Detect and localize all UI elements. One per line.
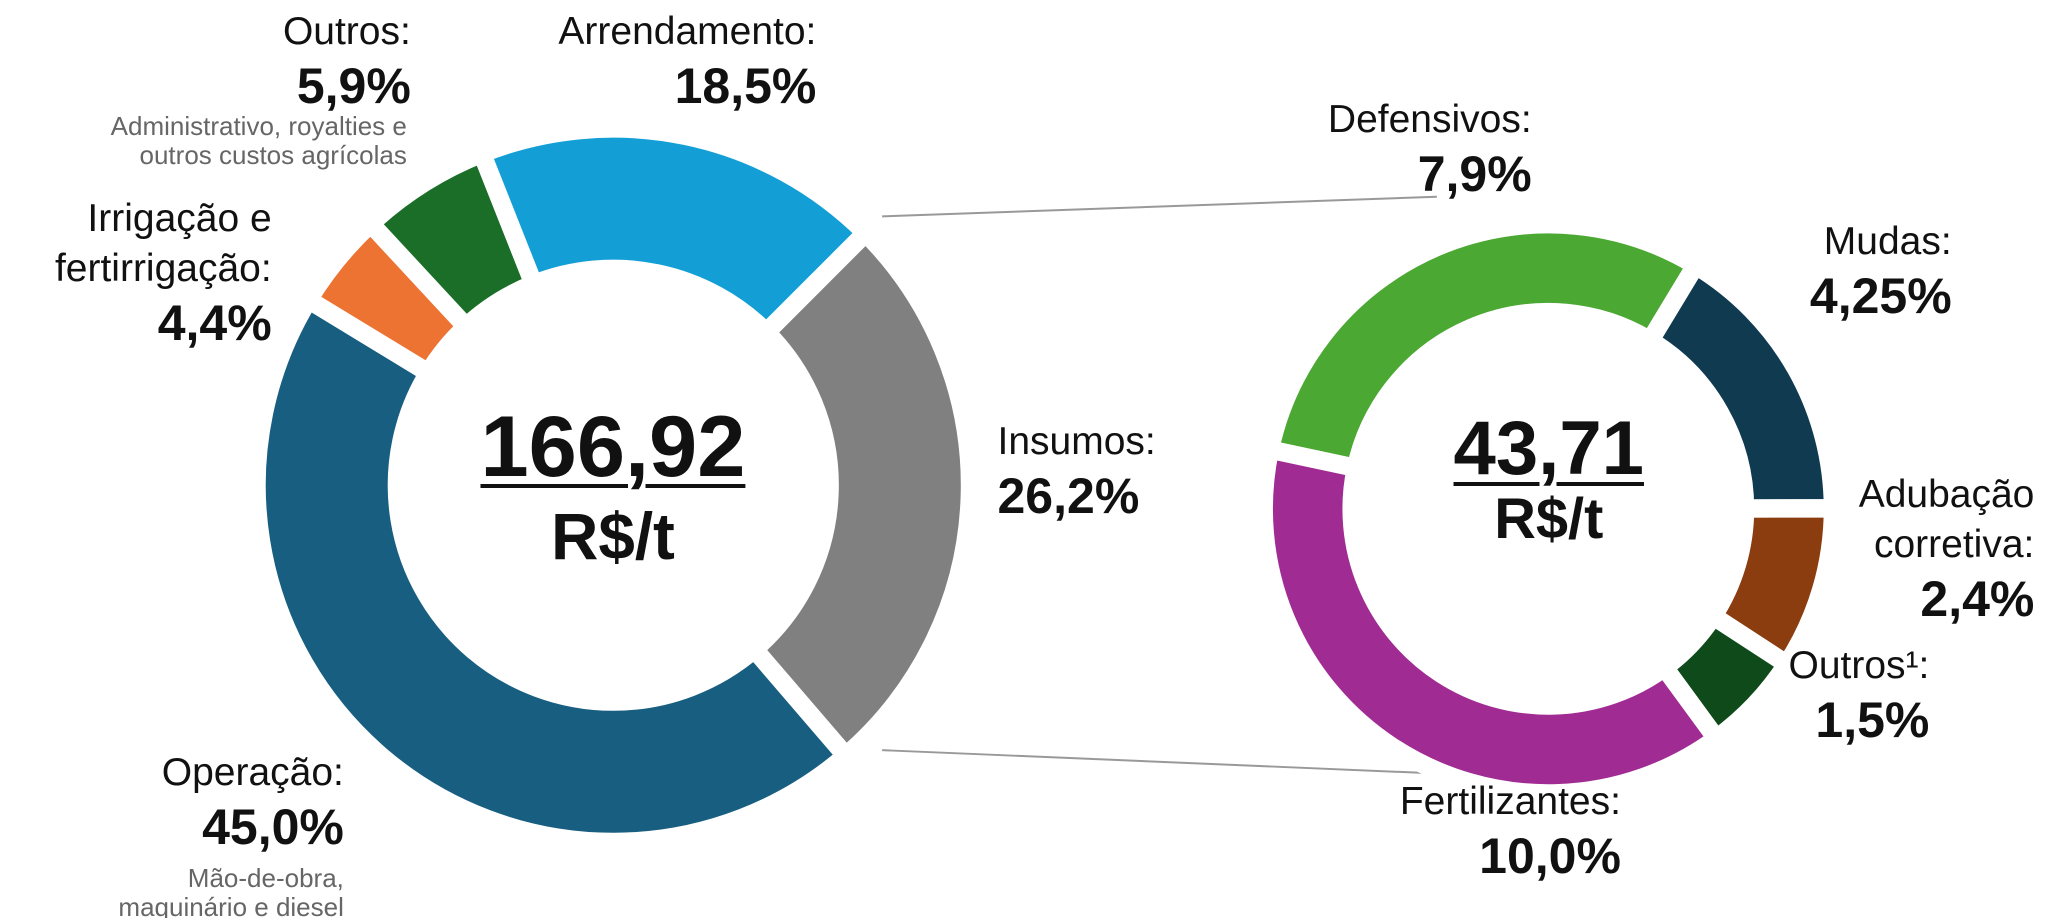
center-label: 43,71: [1453, 405, 1644, 491]
connector-line: [882, 195, 1437, 218]
segment-label: Fertilizantes: 10,0%: [1400, 777, 1621, 885]
donut-segment: [1254, 438, 1730, 803]
category-label: Adubação corretiva:: [1858, 472, 2035, 566]
value-label: 26,2%: [997, 468, 1140, 525]
value-label: 45,0%: [202, 799, 344, 856]
category-label: Arrendamento:: [558, 9, 817, 53]
donut-segment: [741, 220, 980, 769]
connector-line: [882, 749, 1444, 775]
value-label: 2,4%: [1920, 570, 2035, 627]
segment-label: Irrigação e fertirrigação: 4,4%: [55, 194, 272, 352]
category-label: Defensivos:: [1327, 97, 1532, 141]
value-label: 7,9%: [1417, 145, 1532, 202]
category-label: Operação:: [161, 751, 344, 795]
value-label: 5,9%: [296, 57, 411, 114]
annotation: Administrativo, royalties e outros custo…: [110, 110, 407, 170]
value-label: 4,4%: [157, 295, 272, 352]
category-label: Irrigação e fertirrigação:: [54, 197, 272, 291]
donut-segment: [1259, 215, 1709, 479]
category-label: Outros¹:: [1788, 643, 1930, 687]
value-label: 1,5%: [1815, 691, 1930, 748]
donut-segment: [1637, 252, 1843, 518]
category-label: Mudas:: [1823, 219, 1952, 263]
segment-label: Outros: 5,9%: [283, 7, 411, 115]
segment-label: Outros¹: 1,5%: [1789, 641, 1930, 749]
segment-label: Adubação corretiva: 2,4%: [1859, 470, 2035, 628]
segment-label: Defensivos: 7,9%: [1328, 95, 1532, 203]
segment-label: Mudas: 4,25%: [1810, 217, 1952, 325]
segment-label: Arrendamento: 18,5%: [558, 7, 816, 115]
value-label: 10,0%: [1479, 828, 1621, 884]
value-label: 18,5%: [674, 57, 817, 114]
segment-label: Operação: 45,0%: [162, 748, 344, 856]
center-unit: R$/t: [550, 500, 675, 574]
category-label: Outros:: [282, 9, 411, 53]
category-label: Fertilizantes:: [1399, 780, 1621, 823]
category-label: Insumos:: [997, 420, 1156, 464]
donut-segment: [470, 119, 879, 346]
value-label: 4,25%: [1809, 267, 1952, 324]
annotation: Mão-de-obra, maquinário e diesel: [118, 862, 344, 918]
donut-segment: [247, 287, 859, 852]
center-unit: R$/t: [1494, 487, 1604, 552]
center-label: 166,92: [480, 399, 746, 496]
segment-label: Insumos: 26,2%: [998, 417, 1156, 525]
